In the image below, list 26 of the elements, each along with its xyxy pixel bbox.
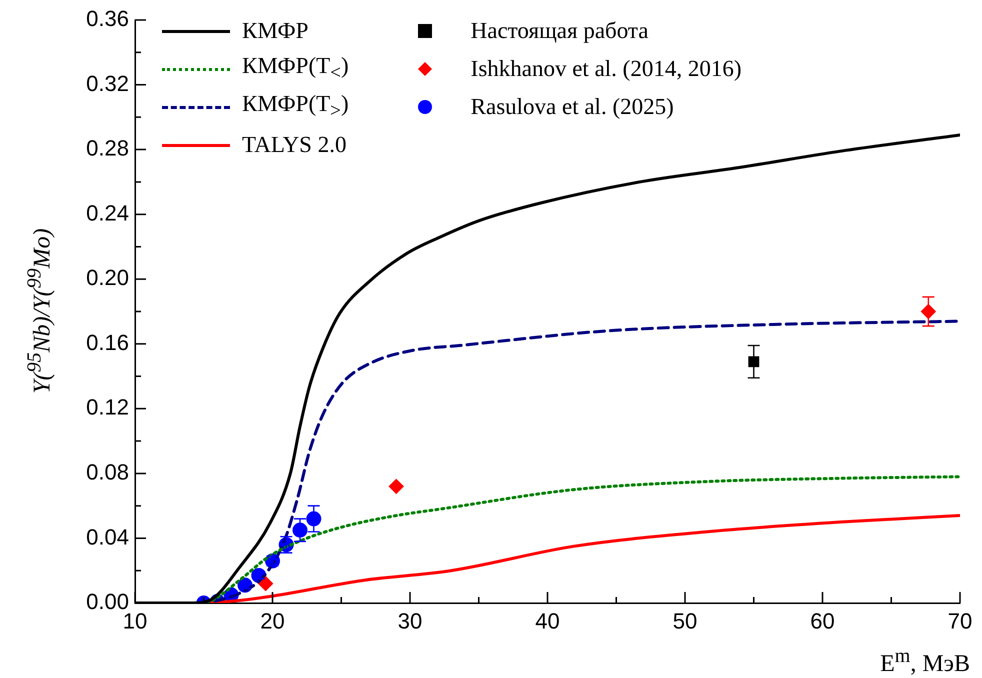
y-tick-label: 0.24 <box>86 200 129 226</box>
legend-label: Rasulova et al. (2025) <box>470 94 674 120</box>
point <box>292 522 308 538</box>
y-tick-label: 0.32 <box>86 70 129 96</box>
x-tick-label: 20 <box>260 608 285 634</box>
legend-label: TALYS 2.0 <box>242 132 346 158</box>
x-tick-label: 40 <box>535 608 560 634</box>
point <box>258 576 274 592</box>
y-tick-label: 0.12 <box>86 394 129 420</box>
point <box>388 478 404 494</box>
legend-label: КМФР(T$_{<}$) <box>242 53 349 85</box>
y-tick-label: 0.04 <box>86 524 129 550</box>
x-tick-label: 30 <box>398 608 422 634</box>
legend-label: Ishkhanov et al. (2014, 2016) <box>470 56 742 82</box>
y-tick-label: 0.08 <box>86 460 129 485</box>
y-tick-label: 0.36 <box>86 6 129 32</box>
x-tick-label: 50 <box>672 608 698 634</box>
y-tick-label: 0.16 <box>86 330 129 355</box>
x-tick-label: 70 <box>948 608 972 634</box>
legend-label: Настоящая работа <box>470 18 648 44</box>
legend-label: КМФР(T$_{>}$) <box>242 91 349 123</box>
legend-label: КМФР <box>242 18 308 44</box>
y-tick-label: 0.28 <box>86 136 129 161</box>
x-tick-label: 60 <box>810 608 835 634</box>
x-axis-title: E$^{m}$, МэВ <box>880 645 970 678</box>
y-tick-label: 0.20 <box>86 265 129 290</box>
